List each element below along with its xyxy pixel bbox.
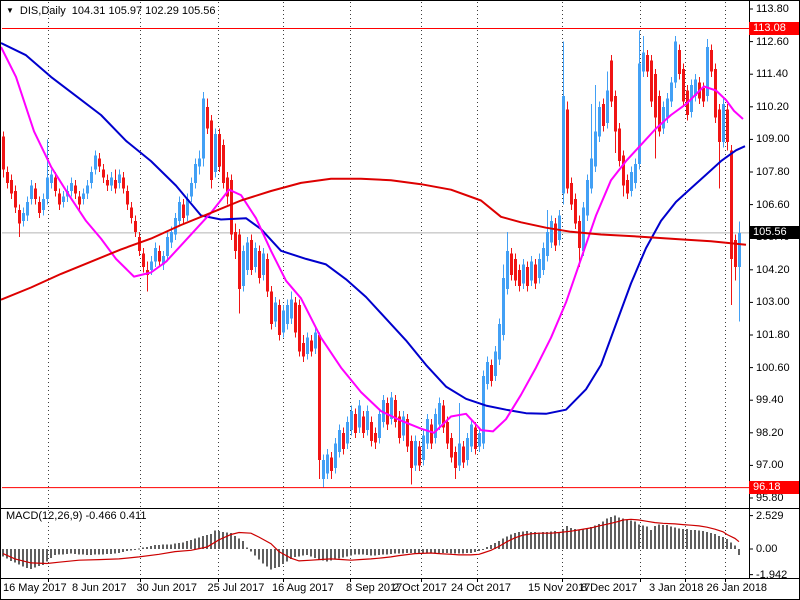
macd-tick-label: 0.00 — [756, 543, 778, 555]
price-tick-label: 110.20 — [756, 100, 789, 113]
price-tick-label: 101.80 — [756, 329, 790, 341]
price-tick-label: 109.00 — [756, 133, 790, 146]
symbol-period-label: DIS,Daily — [19, 5, 66, 17]
macd-indicator-label: MACD(12,26,9) -0.466 0.411 — [6, 510, 146, 522]
date-label: 3 Jan 2018 — [649, 582, 704, 594]
date-label: 8 Sep 2017 — [346, 582, 403, 594]
ohlc-values: 104.31 105.97 102.29 105.56 — [71, 5, 216, 17]
symbol-dropdown-icon[interactable]: ▼ — [6, 6, 14, 15]
current-price-badge: 105.56 — [749, 226, 799, 240]
macd-name: MACD(12,26,9) — [6, 510, 83, 522]
date-label: 26 Jan 2018 — [706, 582, 768, 594]
date-label: 8 Dec 2017 — [581, 582, 638, 594]
ma-blue-line — [1, 42, 746, 415]
price-tick-label: 103.00 — [756, 296, 790, 309]
date-label: 2 Oct 2017 — [393, 582, 447, 594]
price-tick-label: 97.00 — [756, 459, 784, 472]
date-label: 25 Jul 2017 — [207, 582, 265, 594]
price-tick-label: 111.40 — [756, 68, 789, 81]
date-label: 8 Jun 2017 — [72, 582, 127, 594]
macd-histogram — [2, 515, 740, 570]
macd-tick-label: 2.529 — [756, 509, 784, 522]
resistance-price-badge: 113.08 — [749, 22, 799, 36]
date-label: 15 Nov 2017 — [528, 582, 591, 594]
support-price-badge: 96.18 — [749, 481, 799, 495]
price-tick-label: 98.20 — [756, 426, 784, 439]
price-tick-label: 104.20 — [756, 263, 790, 276]
chart-title: ▼ DIS,Daily 104.31 105.97 102.29 105.56 — [6, 5, 216, 17]
macd-values: -0.466 0.411 — [85, 510, 147, 522]
price-tick-label: 106.60 — [756, 198, 790, 211]
price-tick-label: 100.60 — [756, 361, 790, 374]
ma-magenta-line — [1, 46, 744, 434]
price-tick-label: 95.80 — [756, 492, 784, 504]
ma-red-line — [1, 177, 747, 301]
macd-tick-label: -1.942 — [756, 568, 788, 581]
price-tick-label: 99.40 — [756, 394, 784, 407]
price-tick-label: 107.80 — [756, 166, 790, 178]
price-tick-label: 112.60 — [756, 35, 789, 48]
candles-layer — [2, 30, 741, 488]
date-label: 16 May 2017 — [3, 582, 67, 594]
price-tick-label: 113.80 — [756, 3, 789, 15]
date-label: 16 Aug 2017 — [272, 582, 334, 594]
date-label: 30 Jun 2017 — [136, 582, 198, 594]
macd-signal-line — [2, 518, 740, 565]
date-label: 24 Oct 2017 — [451, 582, 511, 594]
